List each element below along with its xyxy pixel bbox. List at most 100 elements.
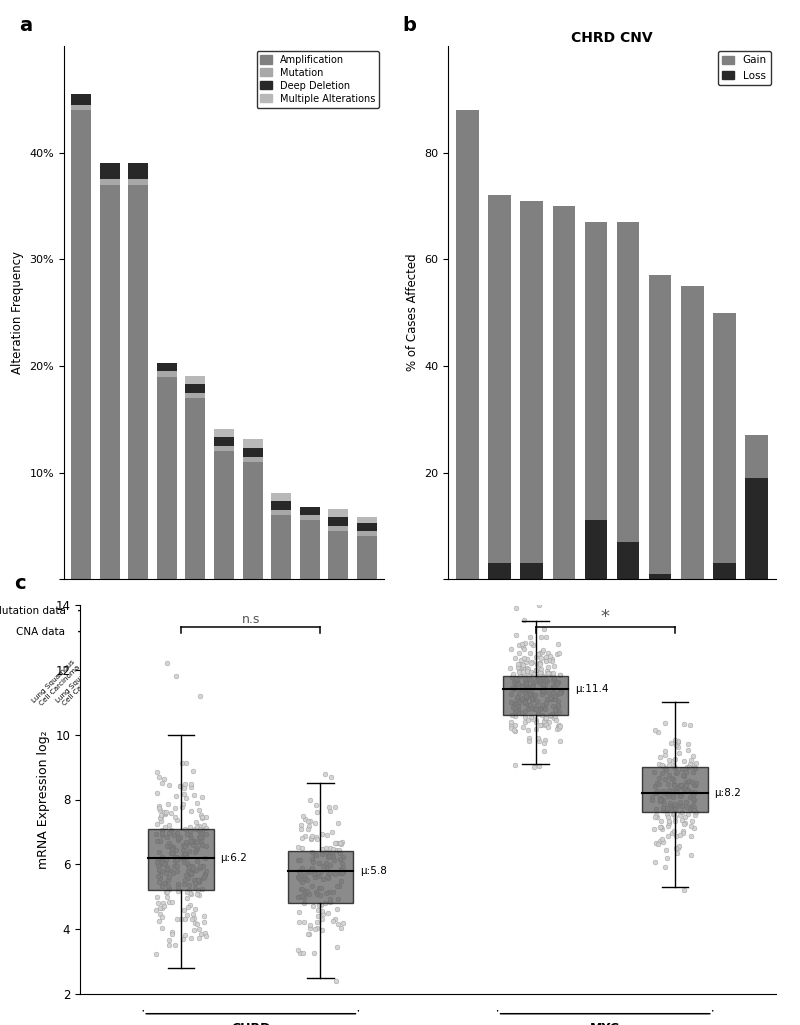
- Point: [664, 794, 677, 811]
- Point: [677, 823, 690, 839]
- Text: a: a: [19, 16, 32, 36]
- Point: [657, 834, 670, 851]
- Point: [686, 786, 699, 803]
- Bar: [617, 222, 639, 579]
- Point: [162, 882, 175, 898]
- Point: [310, 848, 322, 864]
- Point: [510, 672, 523, 689]
- Point: [150, 902, 162, 918]
- Point: [654, 818, 667, 834]
- Point: [334, 920, 347, 937]
- Point: [672, 839, 685, 856]
- Point: [525, 678, 538, 694]
- Point: [670, 828, 682, 845]
- Legend: Gain, Loss: Gain, Loss: [718, 51, 770, 85]
- Point: [671, 784, 684, 801]
- Point: [508, 704, 521, 721]
- Point: [535, 683, 548, 699]
- Point: [685, 828, 698, 845]
- Point: [543, 713, 556, 730]
- Point: [332, 815, 345, 831]
- Bar: [520, 201, 543, 579]
- Point: [685, 817, 698, 833]
- Point: [170, 852, 183, 868]
- Point: [163, 834, 176, 851]
- Point: [661, 809, 674, 825]
- Point: [508, 716, 521, 733]
- Point: [513, 685, 526, 701]
- Point: [648, 821, 661, 837]
- Point: [505, 694, 518, 710]
- Point: [297, 870, 310, 887]
- Point: [315, 911, 328, 928]
- Point: [537, 668, 550, 685]
- Point: [535, 707, 548, 724]
- Point: [296, 880, 309, 897]
- Point: [539, 715, 552, 732]
- Point: [538, 700, 551, 716]
- Point: [653, 776, 666, 792]
- Point: [686, 747, 699, 764]
- Point: [650, 783, 663, 800]
- Text: μ:11.4: μ:11.4: [574, 684, 608, 694]
- Point: [546, 705, 558, 722]
- Point: [189, 879, 202, 896]
- Bar: [617, 542, 639, 579]
- Point: [546, 651, 558, 667]
- Point: [646, 792, 658, 809]
- Point: [327, 913, 340, 930]
- Point: [162, 872, 174, 889]
- Point: [506, 669, 518, 686]
- Point: [536, 679, 549, 695]
- Bar: [746, 478, 768, 579]
- Text: Lung
Adenocarcinoma: Lung Adenocarcinoma: [705, 659, 757, 711]
- Point: [542, 720, 555, 736]
- Point: [538, 712, 550, 729]
- Point: [668, 757, 681, 774]
- Point: [301, 872, 314, 889]
- Point: [547, 667, 560, 684]
- Point: [158, 855, 171, 871]
- Point: [678, 883, 690, 899]
- Point: [188, 910, 201, 927]
- Point: [291, 838, 304, 855]
- Point: [298, 890, 310, 906]
- Point: [684, 789, 697, 806]
- Point: [523, 679, 536, 695]
- Point: [535, 644, 548, 660]
- Point: [531, 667, 544, 684]
- Point: [664, 800, 677, 816]
- Point: [330, 835, 343, 852]
- Point: [156, 862, 169, 878]
- Point: [549, 707, 562, 724]
- Point: [531, 671, 544, 688]
- Point: [154, 833, 166, 850]
- Point: [304, 813, 317, 829]
- Point: [678, 715, 690, 732]
- Point: [554, 682, 567, 698]
- Bar: [242, 462, 262, 579]
- Point: [309, 797, 322, 814]
- Point: [670, 780, 682, 796]
- Point: [656, 802, 669, 818]
- Point: [522, 701, 534, 717]
- Point: [666, 825, 678, 842]
- Point: [311, 907, 324, 924]
- Point: [539, 710, 552, 727]
- Point: [507, 673, 520, 690]
- Point: [533, 716, 546, 733]
- Point: [307, 866, 320, 883]
- Point: [676, 804, 689, 820]
- Point: [182, 863, 194, 879]
- Point: [680, 777, 693, 793]
- Point: [552, 673, 565, 690]
- Point: [525, 682, 538, 698]
- Point: [185, 778, 198, 794]
- Text: Lung
Adenocarcinoma
(TCGA): Lung Adenocarcinoma (TCGA): [310, 659, 367, 716]
- Point: [546, 671, 559, 688]
- Point: [308, 920, 321, 937]
- Bar: [520, 563, 543, 579]
- Point: [193, 823, 206, 839]
- Point: [551, 719, 564, 735]
- Point: [197, 869, 210, 886]
